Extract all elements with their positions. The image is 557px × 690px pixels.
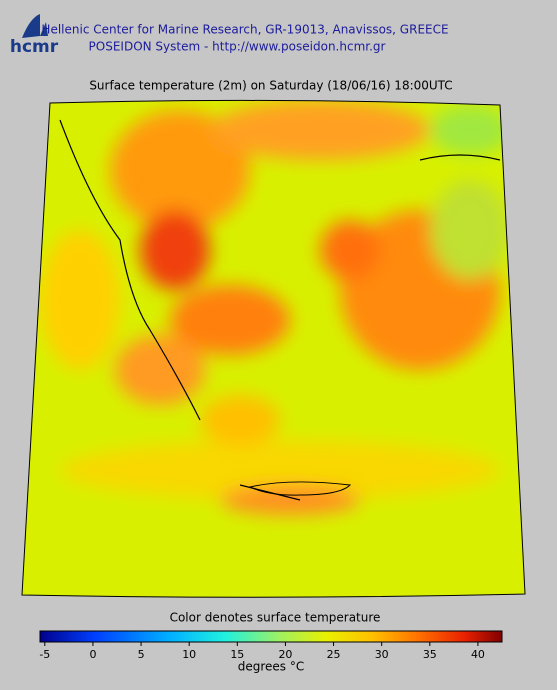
colorbar: [39, 630, 503, 643]
header-line: POSEIDON System - http://www.poseidon.hc…: [89, 40, 386, 54]
tick-label: 40: [471, 648, 485, 661]
colorbar-caption: Color denotes surface temperature: [170, 611, 381, 625]
map-title: Surface temperature (2m) on Saturday (18…: [89, 79, 452, 93]
colorbar-label: degrees °C: [238, 660, 305, 674]
map-frame: [21, 99, 526, 598]
map: [22, 100, 525, 598]
header-line: Hellenic Center for Marine Research, GR-…: [41, 23, 448, 37]
tick-label: -5: [39, 648, 50, 661]
logo-text: hcmr: [10, 37, 59, 57]
tick-label: 0: [89, 648, 96, 661]
tick-label: 20: [278, 648, 292, 661]
tick-label: 25: [327, 648, 341, 661]
tick-label: 10: [182, 648, 196, 661]
tick-label: 35: [423, 648, 437, 661]
tick-label: 5: [138, 648, 145, 661]
tick-label: 30: [375, 648, 389, 661]
tick-label: 15: [230, 648, 244, 661]
logo: hcmr: [10, 14, 59, 57]
